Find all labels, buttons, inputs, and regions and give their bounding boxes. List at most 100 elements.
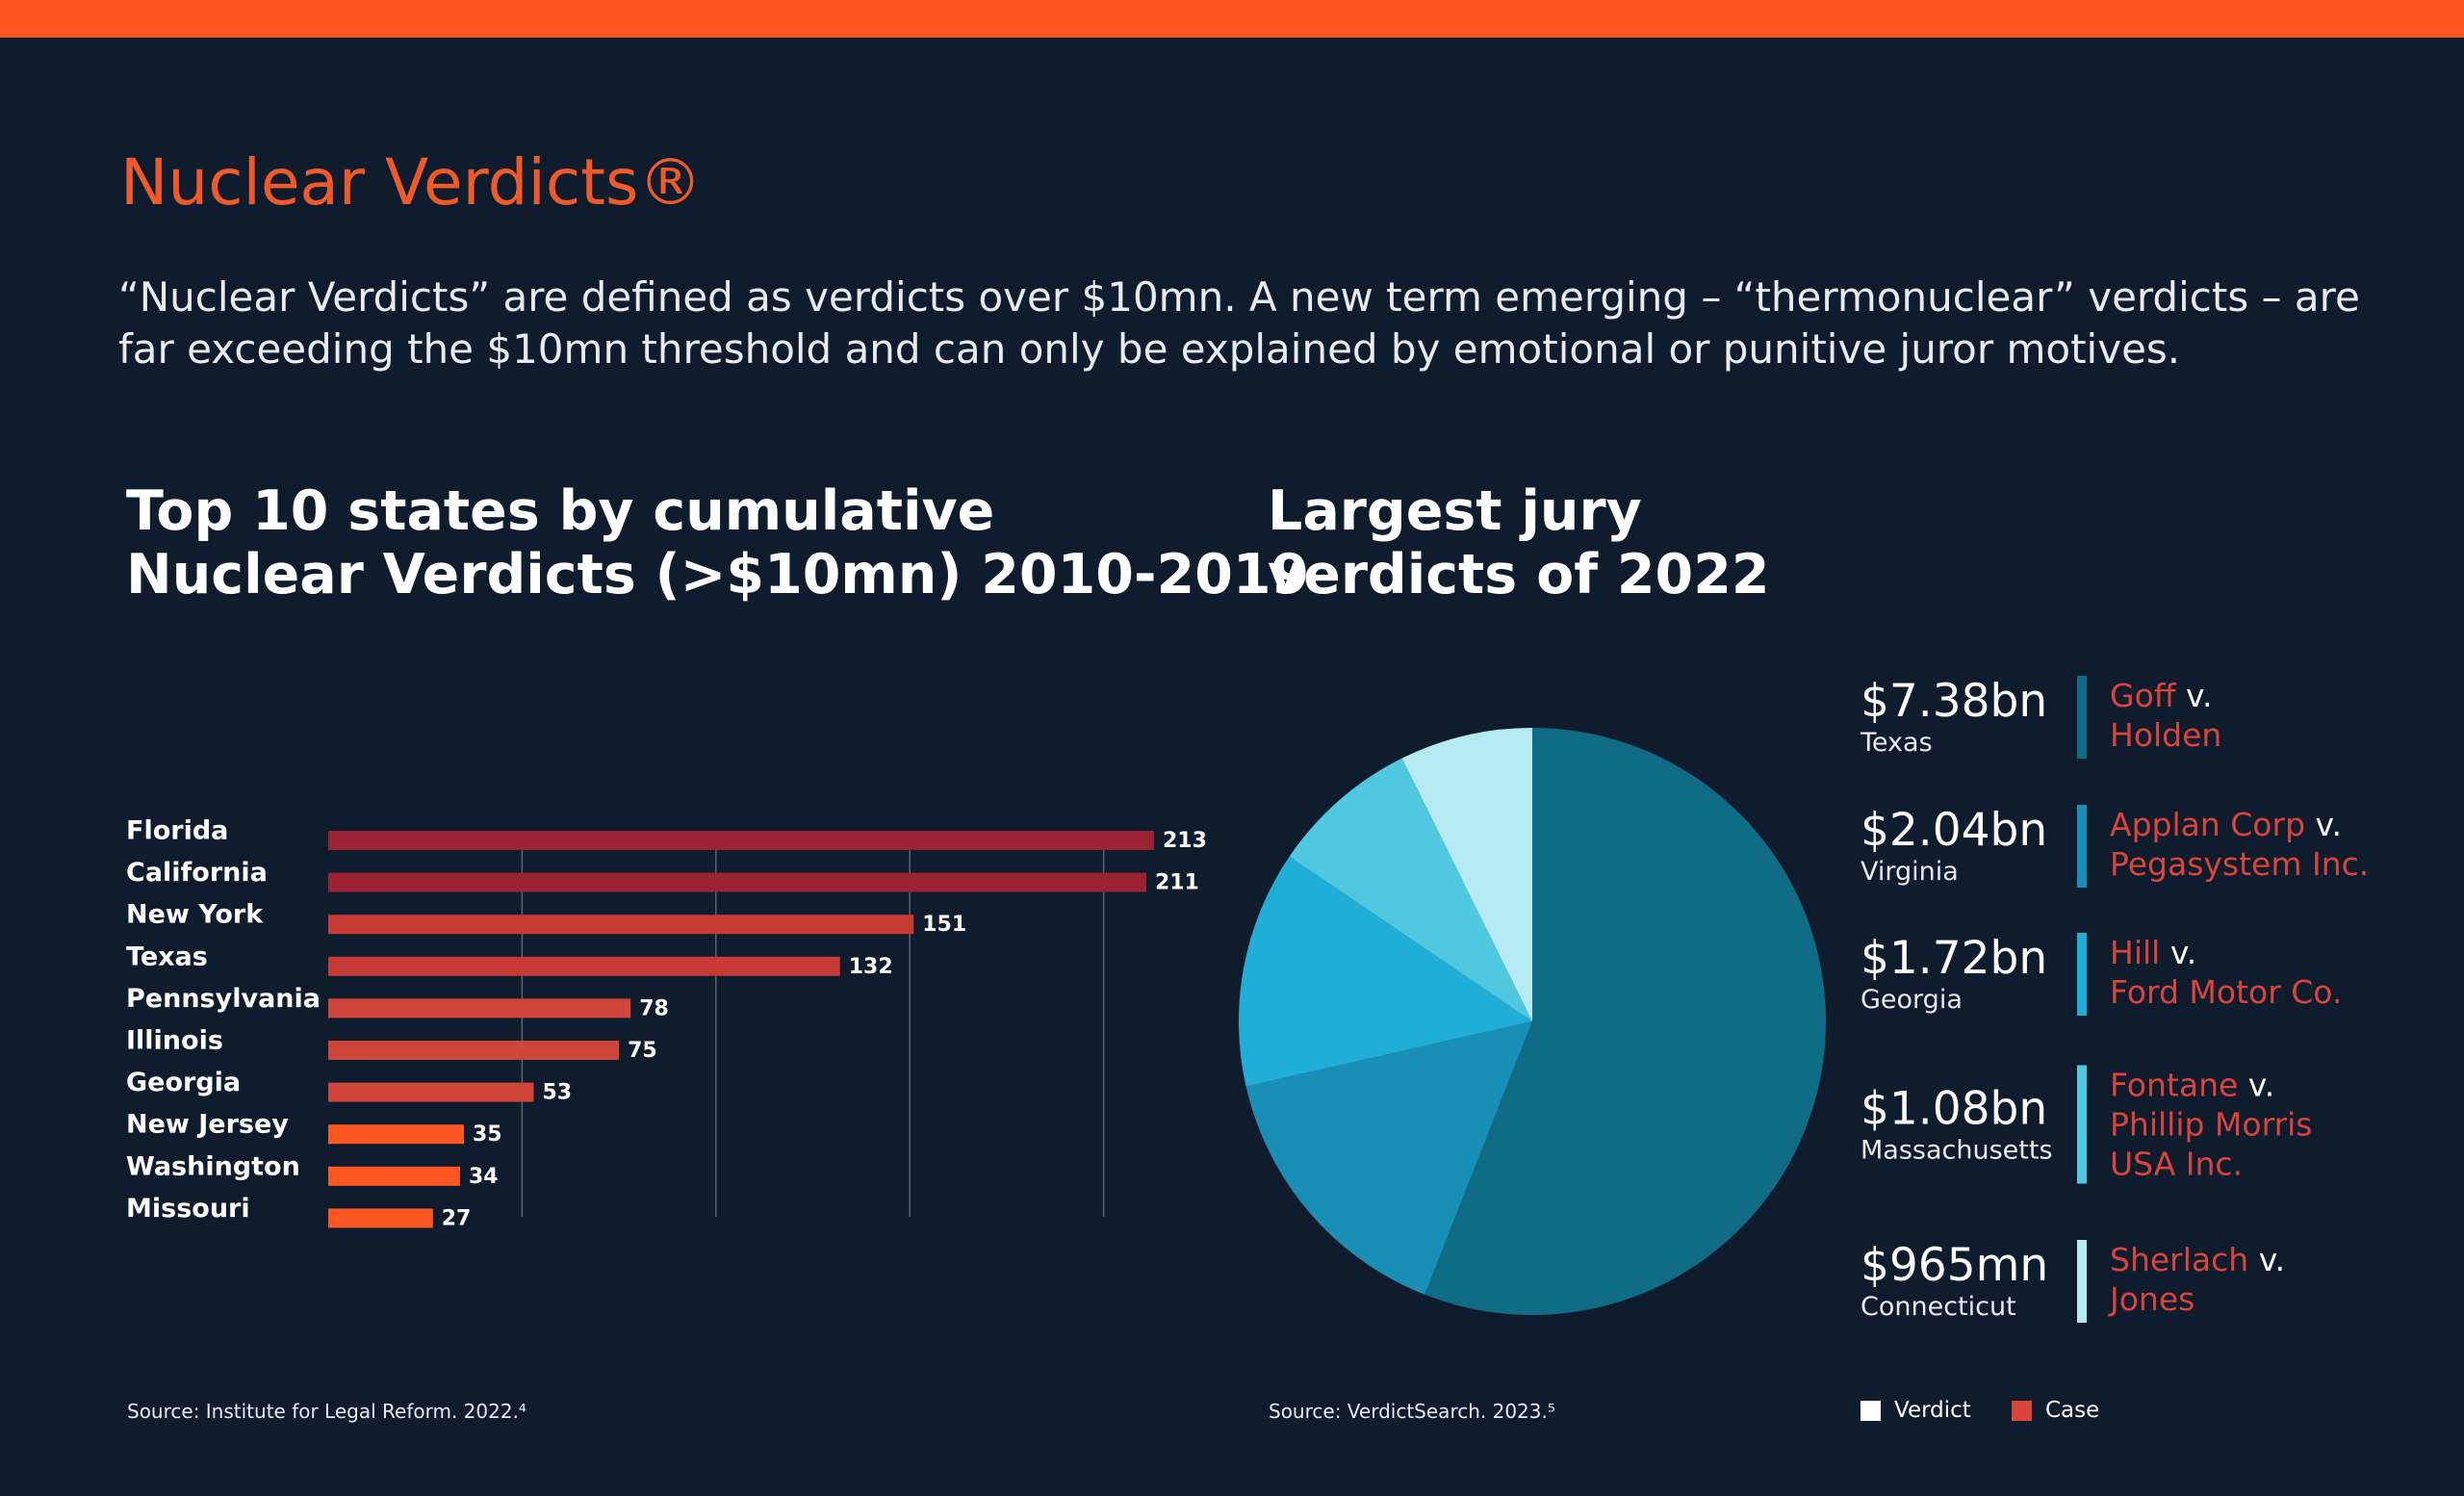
value-label: 53: [542, 1081, 572, 1105]
case: Goff v. Holden: [2110, 676, 2399, 759]
bar: [328, 1124, 464, 1145]
verdict-state: Texas: [1861, 728, 1933, 758]
verdict-state: Georgia: [1861, 985, 1963, 1015]
y-tick-label: Georgia: [126, 1068, 241, 1097]
legend-swatch: [2012, 1400, 2032, 1421]
chart-title: Largest jury verdicts of 2022: [1268, 479, 1770, 606]
plaintiff: Applan Corp: [2110, 806, 2306, 843]
y-tick-label: Illinois: [126, 1026, 223, 1056]
verdict-row: $7.38bn Texas Goff v. Holden: [1861, 676, 2399, 759]
value-label: 151: [922, 913, 966, 937]
value-label: 132: [849, 955, 893, 979]
case: Hill v. Ford Motor Co.: [2110, 933, 2399, 1016]
verdict-row: $2.04bn Virginia Applan Corp v. Pegasystem …: [1861, 805, 2399, 888]
color-key: [2077, 933, 2087, 1016]
source: Source: Institute for Legal Reform. 2022…: [127, 1400, 526, 1423]
y-tick-label: New York: [126, 900, 264, 930]
value-label: 211: [1155, 871, 1199, 895]
y-tick-label: Pennsylvania: [126, 984, 321, 1014]
verdict-row: $1.72bn Georgia Hill v. Ford Motor Co.: [1861, 933, 2399, 1016]
case-line: Sherlach v.: [2110, 1240, 2399, 1279]
versus: v.: [2169, 934, 2197, 971]
case: Fontane v. Phillip Morris USA Inc.: [2110, 1066, 2399, 1184]
versus: v.: [2315, 806, 2342, 843]
verdict-value: $1.08bn: [1861, 1082, 2048, 1135]
y-tick-label: Texas: [126, 941, 208, 971]
legend-swatch: [1861, 1400, 1881, 1421]
color-key: [2077, 805, 2087, 888]
verdict-state: Virginia: [1861, 857, 1959, 887]
legend-label: Case: [2045, 1398, 2100, 1423]
verdict-value: $2.04bn: [1861, 804, 2048, 857]
case-line: Hill v.: [2110, 933, 2399, 972]
bar: [328, 831, 1154, 850]
source: Source: VerdictSearch. 2023.⁵: [1269, 1400, 1555, 1423]
bar: [328, 915, 914, 935]
verdict: $965mn Connecticut: [1861, 1240, 2077, 1323]
verdict: $1.08bn Massachusetts: [1861, 1066, 2077, 1184]
verdict-state: Connecticut: [1861, 1292, 2016, 1322]
color-key: [2077, 1065, 2087, 1184]
bar: [328, 1166, 460, 1186]
bar: [328, 998, 631, 1019]
y-tick-label: New Jersey: [126, 1110, 289, 1140]
verdict-row: $965mn Connecticut Sherlach v. Jones: [1861, 1240, 2399, 1323]
versus: v.: [2247, 1066, 2275, 1104]
value-label: 213: [1163, 829, 1207, 853]
case-line: Goff v.: [2110, 676, 2399, 715]
y-tick-label: Washington: [126, 1151, 300, 1181]
description: “Nuclear Verdicts” are defined as verdic…: [118, 273, 2360, 373]
verdict: $1.72bn Georgia: [1861, 933, 2077, 1016]
color-key: [2077, 1240, 2087, 1323]
plaintiff: Fontane: [2110, 1066, 2239, 1104]
y-tick-label: Florida: [126, 816, 228, 846]
bar: [328, 1041, 620, 1060]
value-label: 75: [628, 1039, 657, 1063]
verdict-state: Massachusetts: [1861, 1135, 2053, 1165]
bar: [328, 1082, 534, 1102]
plaintiff: Hill: [2110, 934, 2161, 971]
bar: [328, 956, 840, 976]
value-label: 78: [639, 996, 669, 1020]
value-label: 34: [469, 1165, 499, 1189]
verdict-value: $1.72bn: [1861, 932, 2048, 985]
case-line: Applan Corp v.: [2110, 805, 2399, 844]
verdict: $2.04bn Virginia: [1861, 805, 2077, 888]
plaintiff: Sherlach: [2110, 1241, 2249, 1278]
defendant: Phillip Morris USA Inc.: [2110, 1105, 2313, 1183]
pie-slice: [1239, 856, 1532, 1087]
chart-title: Top 10 states by cumulative Nuclear Verd…: [126, 479, 1310, 606]
top-bar: [0, 0, 2464, 38]
pie-slice: [1245, 1021, 1532, 1295]
case-line: Fontane v.: [2110, 1066, 2399, 1105]
verdict-row: $1.08bn Massachusetts Fontane v. Phillip Mo…: [1861, 1065, 2399, 1184]
defendant: Pegasystem Inc.: [2110, 845, 2370, 883]
pie-slice: [1289, 758, 1532, 1021]
plaintiff: Goff: [2110, 677, 2176, 714]
page-title: Nuclear Verdicts®: [120, 145, 703, 219]
value-label: 35: [473, 1122, 502, 1147]
defendant: Jones: [2110, 1280, 2195, 1318]
pie-slice: [1424, 728, 1826, 1315]
versus: v.: [2258, 1241, 2286, 1278]
y-tick-label: Missouri: [126, 1194, 250, 1224]
verdict-value: $965mn: [1861, 1239, 2049, 1292]
case: Applan Corp v. Pegasystem Inc.: [2110, 805, 2399, 888]
legend-label: Verdict: [1894, 1398, 1971, 1423]
defendant: Ford Motor Co.: [2110, 973, 2343, 1011]
y-tick-label: California: [126, 858, 268, 888]
bar: [328, 872, 1146, 892]
versus: v.: [2186, 677, 2213, 714]
defendant: Holden: [2110, 716, 2222, 754]
case: Sherlach v. Jones: [2110, 1240, 2399, 1323]
pie-slice: [1401, 728, 1532, 1021]
bar: [328, 1208, 433, 1228]
color-key: [2077, 676, 2087, 759]
verdict-value: $7.38bn: [1861, 675, 2048, 728]
value-label: 27: [442, 1206, 472, 1230]
legend-item: Verdict: [1861, 1398, 1971, 1423]
verdict: $7.38bn Texas: [1861, 676, 2077, 759]
legend-item: Case: [2012, 1398, 2099, 1423]
